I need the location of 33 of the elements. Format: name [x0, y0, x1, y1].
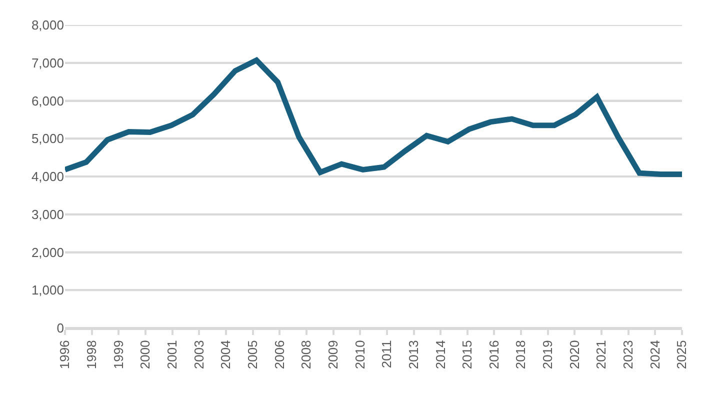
- x-tick-label: 2006: [272, 340, 287, 370]
- x-tick-label: 2008: [298, 340, 314, 370]
- x-tick-label: 2010: [352, 340, 368, 370]
- y-tick-label: 8,000: [31, 18, 64, 33]
- y-tick-label: 6,000: [31, 93, 64, 108]
- x-tick-label: 1998: [84, 340, 100, 370]
- x-tick-label: 1996: [57, 340, 72, 370]
- x-tick-label: 2020: [566, 340, 582, 370]
- x-tick-label: 2015: [460, 340, 475, 370]
- x-tick-label: 2021: [594, 340, 609, 370]
- x-tick-label: 2000: [138, 340, 153, 370]
- x-tick-label: 2009: [325, 340, 340, 370]
- x-tick-label: 2011: [379, 340, 394, 368]
- y-tick-label: 2,000: [31, 244, 64, 260]
- y-tick-label: 3,000: [31, 206, 64, 222]
- x-tick-label: 2001: [164, 340, 180, 370]
- y-tick-label: 4,000: [31, 169, 64, 184]
- y-tick-label: 1,000: [31, 282, 64, 298]
- x-tick-label: 2005: [245, 340, 260, 370]
- x-tick-label: 2018: [513, 340, 528, 370]
- y-tick-label: 5,000: [31, 131, 64, 146]
- x-tick-label: 2024: [647, 340, 662, 370]
- x-tick-label: 2023: [620, 340, 636, 370]
- x-tick-label: 2003: [191, 340, 206, 370]
- x-tick-label: 1999: [110, 340, 126, 370]
- x-tick-label: 2025: [674, 340, 690, 370]
- x-tick-label: 2016: [486, 340, 502, 370]
- x-tick-label: 2004: [218, 340, 234, 370]
- x-tick-label: 2014: [432, 340, 448, 370]
- y-tick-label: 7,000: [31, 55, 64, 70]
- x-tick-label: 2013: [406, 340, 421, 370]
- x-tick-label: 2019: [540, 340, 556, 370]
- y-tick-label: 0: [56, 320, 64, 336]
